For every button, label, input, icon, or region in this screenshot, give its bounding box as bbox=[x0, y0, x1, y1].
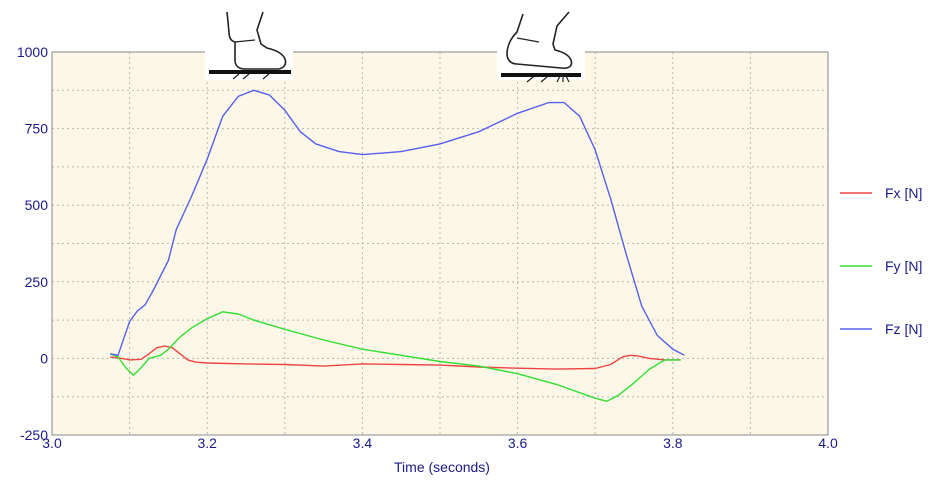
y-tick-label: -250 bbox=[20, 427, 48, 443]
series-line bbox=[109, 311, 681, 402]
series-line bbox=[110, 345, 681, 370]
plot-frame bbox=[51, 51, 829, 436]
series-line bbox=[110, 89, 685, 356]
legend-label: Fy [N] bbox=[885, 258, 922, 274]
legend-label: Fx [N] bbox=[885, 185, 922, 201]
legend-label: Fz [N] bbox=[885, 321, 922, 337]
x-axis-label: Time (seconds) bbox=[394, 459, 490, 475]
x-tick-label: 3.2 bbox=[197, 435, 217, 451]
y-axis: -250 0 250 500 750 1000 bbox=[17, 44, 48, 443]
y-tick-label: 500 bbox=[25, 197, 49, 213]
legend: Fx [N] Fy [N] Fz [N] bbox=[840, 185, 922, 337]
series-layer bbox=[109, 89, 685, 402]
x-axis: 3.0 3.2 3.4 3.6 3.8 4.0 bbox=[42, 435, 838, 451]
x-tick-label: 3.8 bbox=[663, 435, 683, 451]
y-tick-label: 0 bbox=[40, 350, 48, 366]
x-tick-label: 4.0 bbox=[818, 435, 838, 451]
y-tick-label: 250 bbox=[25, 274, 49, 290]
x-tick-label: 3.4 bbox=[353, 435, 373, 451]
x-tick-label: 3.6 bbox=[508, 435, 528, 451]
grid bbox=[52, 52, 828, 435]
x-tick-label: 3.0 bbox=[42, 435, 62, 451]
y-tick-label: 750 bbox=[25, 121, 49, 137]
y-tick-label: 1000 bbox=[17, 44, 48, 60]
toe-off-foot-icon bbox=[497, 8, 585, 83]
heel-strike-foot-icon bbox=[205, 8, 293, 80]
